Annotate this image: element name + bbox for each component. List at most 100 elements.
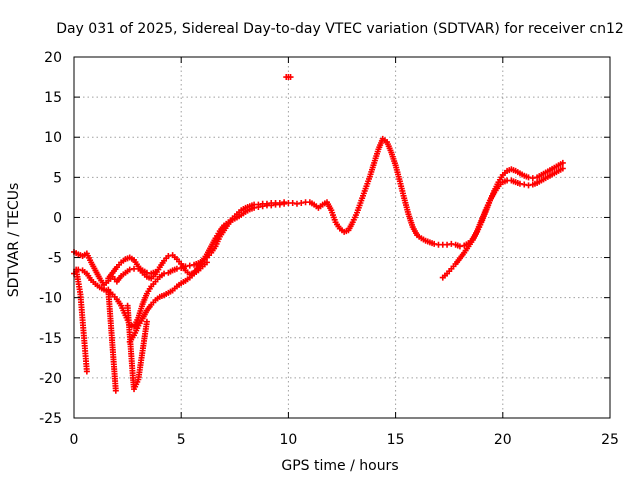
data-point [83, 368, 90, 375]
x-tick-label: 10 [279, 432, 297, 448]
data-point-fill [145, 303, 153, 312]
data-point [276, 201, 283, 208]
y-tick-label: 15 [44, 90, 62, 106]
y-axis-label: SDTVAR / TECUs [6, 183, 22, 298]
data-point [186, 262, 193, 269]
data-point [559, 159, 566, 166]
data-point [281, 200, 288, 207]
data-point-fill [115, 298, 123, 307]
data-point-fill [458, 251, 466, 260]
data-point [431, 240, 438, 247]
data-point [268, 202, 275, 209]
data-point-fill [132, 325, 141, 336]
data-point [559, 165, 566, 172]
y-tick-label: 20 [44, 50, 62, 66]
data-point-fill [85, 272, 93, 281]
data-point [525, 174, 532, 181]
data-point [293, 200, 300, 207]
data-point-fill [209, 245, 218, 254]
y-tick-label: 0 [53, 210, 62, 226]
y-tick-label: 10 [44, 130, 62, 146]
data-point-fill [466, 239, 475, 248]
data-point-fill [218, 229, 226, 238]
data-point-fill [475, 221, 484, 233]
data-point-fill [179, 263, 188, 272]
x-tick-label: 15 [387, 432, 405, 448]
data-point-fill [158, 259, 166, 269]
grid-lines [74, 57, 610, 418]
data-point-fill [483, 199, 493, 213]
data-point-fill [410, 226, 419, 237]
data-point-fill [209, 237, 218, 248]
data-point-fill [350, 212, 359, 223]
data-point [251, 204, 258, 211]
y-tick-label: 5 [53, 170, 62, 186]
data-point-fill [363, 175, 373, 190]
data-point-fill [470, 230, 479, 241]
x-tick-label: 20 [494, 432, 512, 448]
data-point [255, 204, 262, 211]
data-point-fill [333, 221, 342, 230]
data-point [298, 200, 305, 207]
x-axis-label: GPS time / hours [281, 458, 398, 474]
data-point [143, 269, 150, 276]
data-point [152, 268, 159, 275]
data-point-fill [492, 181, 501, 192]
data-point [521, 181, 528, 188]
data-series [71, 74, 566, 394]
y-tick-label: -15 [39, 331, 62, 347]
data-point-fill [329, 209, 338, 223]
plot-frame [73, 56, 611, 419]
data-point-fill [346, 221, 355, 232]
data-point [289, 200, 296, 207]
data-point-fill [496, 174, 505, 183]
data-point-fill [376, 137, 385, 151]
data-point-fill [140, 292, 150, 305]
data-point-fill [115, 274, 123, 283]
y-tick-label: -25 [39, 411, 62, 427]
data-point-fill [132, 316, 141, 328]
data-point [456, 243, 463, 250]
y-tick-label: -10 [39, 291, 62, 307]
data-point-fill [454, 257, 462, 266]
data-point-fill [325, 201, 334, 212]
data-point-fill [140, 309, 149, 320]
data-point [161, 270, 168, 277]
data-point-fill [132, 259, 140, 268]
x-tick-label: 0 [70, 432, 79, 448]
data-point-fill [93, 269, 102, 280]
data-point-fill [98, 277, 106, 286]
y-tick-label: -20 [39, 371, 62, 387]
data-point-fill [145, 285, 153, 295]
x-tick-label: 25 [601, 432, 619, 448]
data-point-fill [111, 266, 119, 274]
data-point-fill [205, 245, 214, 256]
data-point-fill [354, 200, 364, 214]
data-point-fill [222, 223, 230, 232]
data-point-fill [89, 261, 98, 272]
data-point-fill [384, 141, 394, 154]
chart-title: Day 031 of 2025, Sidereal Day-to-day VTE… [56, 21, 624, 37]
data-point [287, 74, 294, 81]
data-point-fill [213, 230, 222, 239]
axis-ticks [73, 56, 611, 419]
data-point-fill [479, 210, 488, 224]
data-point [143, 318, 150, 325]
data-point [165, 252, 172, 259]
data-point-fill [213, 236, 222, 247]
data-point-fill [132, 378, 141, 390]
data-point [112, 387, 119, 394]
data-point-fill [196, 260, 205, 269]
x-tick-label: 5 [177, 432, 186, 448]
tick-labels: 0 5 10 15 20 25 -25 -20 -15 -10 -5 0 5 10 15 20 [39, 50, 619, 448]
data-point [525, 182, 532, 189]
data-point [173, 265, 180, 272]
data-point [259, 203, 266, 210]
data-point [126, 266, 133, 273]
data-point [516, 180, 523, 187]
data-point-fill [488, 190, 497, 202]
data-point [448, 240, 455, 247]
data-point-fill [359, 187, 368, 202]
